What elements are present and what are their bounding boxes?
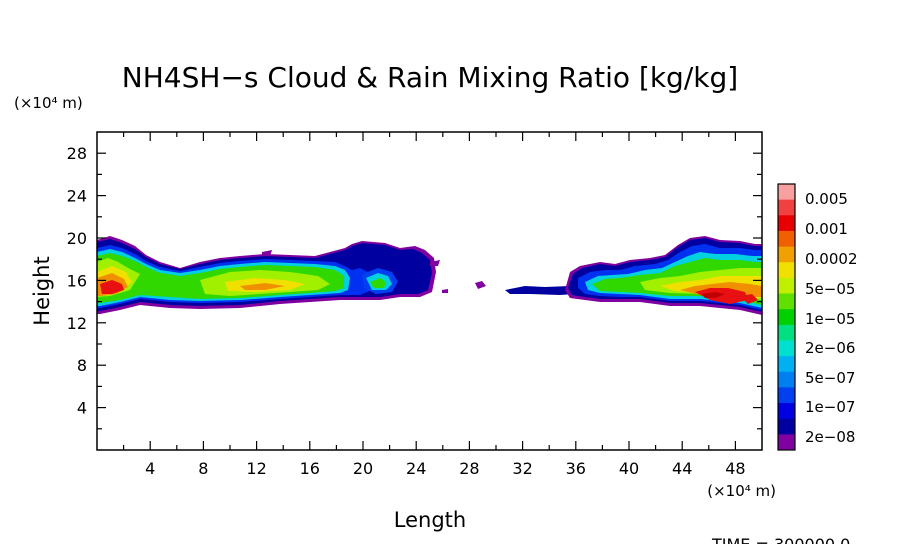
- x-tick-label: 48: [725, 459, 745, 478]
- colorbar-swatch: [778, 387, 795, 404]
- x-tick-label: 4: [145, 459, 155, 478]
- west-upper-green-blob: [370, 278, 386, 288]
- x-tick-label: 36: [566, 459, 586, 478]
- x-tick-label: 28: [459, 459, 479, 478]
- fragment-purple-2: [430, 260, 440, 266]
- west-band-red: [100, 280, 124, 294]
- y-tick-label: 12: [67, 314, 87, 333]
- east-band-thin-tail: [505, 286, 575, 295]
- colorbar-swatch: [778, 230, 795, 248]
- colorbar-swatch: [778, 184, 795, 201]
- x-tick-label: 8: [198, 459, 208, 478]
- colorbar-frame: [777, 183, 796, 451]
- colorbar-swatch: [778, 434, 795, 451]
- y-axis-title: Height: [30, 256, 54, 325]
- colorbar-swatch: [778, 277, 795, 295]
- chart-title: NH4SH−s Cloud & Rain Mixing Ratio [kg/kg…: [122, 61, 738, 94]
- x-tick-label: 16: [300, 459, 320, 478]
- x-tick-label: 12: [246, 459, 266, 478]
- east-band-red: [695, 288, 748, 304]
- x-tick-label: 32: [512, 459, 532, 478]
- colorbar-level-label: 5e−07: [805, 369, 855, 387]
- colorbar-swatch: [778, 246, 795, 263]
- x-axis-unit: (×10⁴ m): [707, 482, 776, 500]
- colorbar-swatch: [778, 262, 795, 279]
- y-tick-label: 28: [67, 144, 87, 163]
- colorbar-level-label: 0.001: [805, 220, 848, 238]
- x-tick-label: 44: [672, 459, 692, 478]
- fragment-purple-1: [262, 250, 272, 256]
- colorbar-level-label: 5e−05: [805, 280, 855, 298]
- colorbar-swatch: [778, 215, 795, 232]
- colorbar-level-label: 0.005: [805, 190, 848, 208]
- y-axis-unit: (×10⁴ m): [14, 94, 83, 112]
- x-tick-label: 24: [406, 459, 426, 478]
- y-tick-label: 8: [77, 356, 87, 375]
- colorbar-swatch: [778, 371, 795, 388]
- east-band-deepred-core: [702, 292, 725, 298]
- time-label: TIME = 300000.0: [711, 535, 850, 544]
- colorbar-level-label: 1e−05: [805, 310, 855, 328]
- fragment-purple-3: [475, 281, 486, 289]
- x-tick-label: 40: [619, 459, 639, 478]
- colorbar-swatch: [778, 403, 795, 420]
- plot-frame: [96, 131, 763, 451]
- x-axis-title: Length: [394, 508, 466, 532]
- colorbar-level-label: 1e−07: [805, 398, 855, 416]
- west-band-mid-orange: [240, 283, 285, 290]
- y-tick-label: 20: [67, 229, 87, 248]
- colorbar-swatch: [778, 293, 795, 310]
- colorbar-swatch: [778, 309, 795, 326]
- colorbar-swatch: [778, 324, 795, 341]
- colorbar-level-label: 2e−06: [805, 339, 855, 357]
- colorbar-level-label: 2e−08: [805, 428, 855, 446]
- east-band-red-patch: [740, 294, 758, 304]
- colorbar-swatch: [778, 340, 795, 357]
- fragment-purple-4: [442, 289, 448, 293]
- y-tick-label: 24: [67, 187, 87, 206]
- colorbar-level-label: 0.0002: [805, 250, 858, 268]
- y-tick-label: 16: [67, 271, 87, 290]
- colorbar-swatch: [778, 356, 795, 373]
- colorbar: 0.005 0.001 0.0002 5e−05 1e−05 2e−06 5e−07 1e−0…: [777, 183, 858, 451]
- y-tick-label: 4: [77, 399, 87, 418]
- colorbar-swatch: [778, 199, 795, 216]
- plot-area: [97, 236, 762, 315]
- colorbar-swatch: [778, 418, 795, 435]
- x-tick-label: 20: [353, 459, 373, 478]
